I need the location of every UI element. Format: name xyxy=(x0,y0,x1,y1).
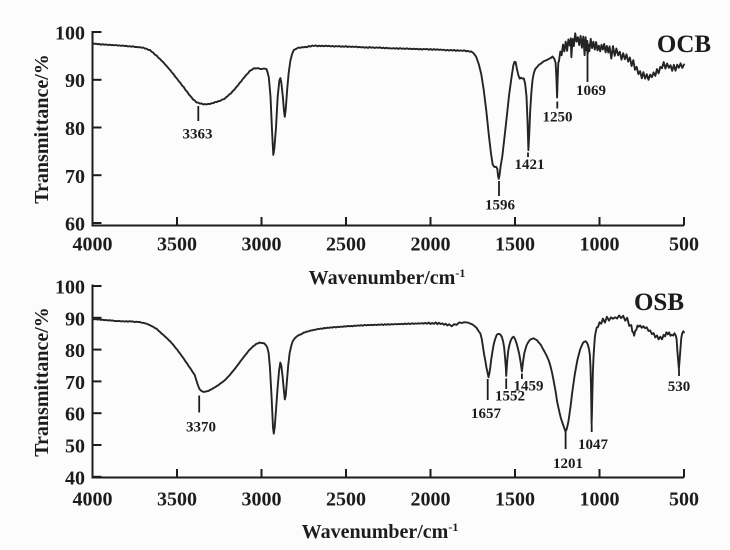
svg-text:3500: 3500 xyxy=(157,489,197,511)
svg-text:2000: 2000 xyxy=(411,234,451,256)
svg-text:1201: 1201 xyxy=(553,456,583,472)
svg-text:Wavenumber/cm-1: Wavenumber/cm-1 xyxy=(309,266,466,289)
svg-text:3363: 3363 xyxy=(183,127,213,143)
svg-text:4000: 4000 xyxy=(73,234,113,256)
svg-text:500: 500 xyxy=(669,234,699,256)
svg-text:3000: 3000 xyxy=(242,489,282,511)
svg-text:Transmittance/%: Transmittance/% xyxy=(31,307,53,457)
svg-text:1552: 1552 xyxy=(495,389,525,405)
svg-text:1459: 1459 xyxy=(514,379,544,395)
svg-text:1047: 1047 xyxy=(578,437,609,453)
svg-text:4000: 4000 xyxy=(73,489,113,511)
svg-text:40: 40 xyxy=(65,467,85,489)
svg-text:1657: 1657 xyxy=(471,406,502,422)
svg-text:1500: 1500 xyxy=(495,234,535,256)
svg-text:1596: 1596 xyxy=(485,198,516,214)
svg-text:3000: 3000 xyxy=(242,234,282,256)
svg-text:530: 530 xyxy=(668,379,691,395)
svg-text:Transmittance/%: Transmittance/% xyxy=(31,54,53,204)
svg-text:2000: 2000 xyxy=(411,489,451,511)
svg-text:1069: 1069 xyxy=(576,83,606,99)
svg-text:2500: 2500 xyxy=(326,234,366,256)
svg-text:1421: 1421 xyxy=(515,157,545,173)
svg-text:70: 70 xyxy=(65,166,85,188)
svg-text:1250: 1250 xyxy=(543,110,573,126)
svg-text:90: 90 xyxy=(65,70,85,92)
svg-text:80: 80 xyxy=(65,118,85,140)
svg-text:100: 100 xyxy=(55,277,85,299)
svg-text:1000: 1000 xyxy=(580,234,620,256)
svg-text:Wavenumber/cm-1: Wavenumber/cm-1 xyxy=(302,520,459,543)
svg-text:60: 60 xyxy=(65,214,85,236)
svg-text:50: 50 xyxy=(65,436,85,458)
svg-text:70: 70 xyxy=(65,372,85,394)
svg-text:60: 60 xyxy=(65,404,85,426)
svg-text:90: 90 xyxy=(65,308,85,330)
svg-text:3370: 3370 xyxy=(186,420,216,436)
svg-text:100: 100 xyxy=(55,23,85,45)
svg-text:OCB: OCB xyxy=(657,31,711,58)
svg-text:1500: 1500 xyxy=(495,489,535,511)
svg-text:OSB: OSB xyxy=(634,289,684,316)
svg-text:2500: 2500 xyxy=(326,489,366,511)
svg-text:3500: 3500 xyxy=(157,234,197,256)
svg-text:500: 500 xyxy=(669,489,699,511)
svg-text:80: 80 xyxy=(65,340,85,362)
svg-text:1000: 1000 xyxy=(580,489,620,511)
